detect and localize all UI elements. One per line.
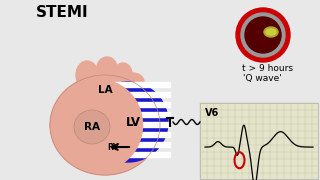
Circle shape xyxy=(245,17,281,53)
Bar xyxy=(86,122,170,127)
Circle shape xyxy=(236,8,290,62)
Bar xyxy=(86,142,170,147)
Ellipse shape xyxy=(114,63,132,85)
Ellipse shape xyxy=(58,80,142,170)
Ellipse shape xyxy=(50,75,160,175)
Bar xyxy=(86,112,170,116)
Text: LV: LV xyxy=(125,116,140,129)
Circle shape xyxy=(241,13,285,57)
Circle shape xyxy=(88,82,168,162)
Ellipse shape xyxy=(266,29,276,35)
Bar xyxy=(86,152,170,156)
Bar xyxy=(86,92,170,96)
Ellipse shape xyxy=(264,27,278,37)
Text: RV: RV xyxy=(107,143,119,152)
Text: 'Q wave': 'Q wave' xyxy=(243,73,282,82)
Text: LA: LA xyxy=(98,85,112,95)
Ellipse shape xyxy=(122,73,144,91)
Text: V6: V6 xyxy=(205,108,219,118)
Ellipse shape xyxy=(97,57,117,79)
Bar xyxy=(200,103,318,179)
Bar xyxy=(86,132,170,136)
Text: t > 9 hours: t > 9 hours xyxy=(242,64,293,73)
Bar xyxy=(86,102,170,107)
Bar xyxy=(86,82,170,87)
Ellipse shape xyxy=(74,110,110,144)
Ellipse shape xyxy=(76,61,98,89)
Text: STEMI: STEMI xyxy=(36,4,88,19)
Text: RA: RA xyxy=(84,122,100,132)
